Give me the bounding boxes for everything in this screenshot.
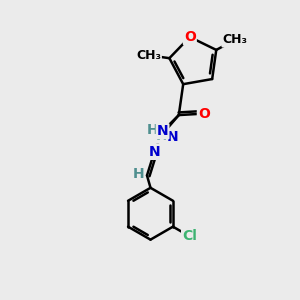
Text: H: H xyxy=(146,123,158,137)
Text: H: H xyxy=(132,167,144,181)
Text: N: N xyxy=(157,124,168,138)
Text: N: N xyxy=(167,130,179,144)
Text: O: O xyxy=(184,30,196,44)
Text: CH₃: CH₃ xyxy=(136,49,161,62)
Text: H: H xyxy=(155,129,167,143)
Text: Cl: Cl xyxy=(182,229,197,243)
Text: N: N xyxy=(148,145,160,159)
Text: O: O xyxy=(198,106,210,121)
Text: CH₃: CH₃ xyxy=(223,34,247,46)
